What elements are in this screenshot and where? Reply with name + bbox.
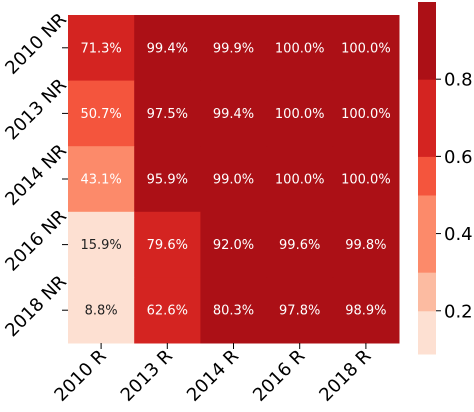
cell-value-label: 50.7% bbox=[80, 107, 121, 122]
heatmap-cell bbox=[266, 80, 334, 147]
heatmap-cell bbox=[68, 15, 135, 82]
row-label: 2016 NR bbox=[1, 206, 71, 276]
cell-value-label: 100.0% bbox=[341, 107, 391, 122]
colorbar-tick-label: 0.4 bbox=[444, 224, 473, 245]
row-label: 2010 NR bbox=[1, 9, 71, 79]
colorbar-segment bbox=[418, 310, 436, 355]
heatmap-cell bbox=[134, 211, 201, 278]
heatmap-cell bbox=[134, 146, 201, 213]
cell-value-label: 100.0% bbox=[275, 41, 325, 56]
heatmap-cell bbox=[266, 211, 334, 278]
cell-value-label: 97.5% bbox=[147, 107, 188, 122]
heatmap-cell bbox=[332, 146, 400, 213]
cell-value-label: 62.6% bbox=[147, 304, 188, 319]
colorbar-tick-label: 0.8 bbox=[444, 70, 473, 91]
colorbar-tick-labels: 0.2 0.4 0.6 0.8 bbox=[436, 70, 473, 322]
cell-value-label: 97.8% bbox=[279, 304, 320, 319]
heatmap-cell bbox=[200, 146, 268, 213]
cell-value-label: 95.9% bbox=[147, 173, 188, 188]
heatmap-cell bbox=[332, 80, 400, 147]
heatmap-cell bbox=[332, 211, 400, 278]
heatmap-cell bbox=[200, 211, 268, 278]
cell-value-label: 99.0% bbox=[213, 173, 254, 188]
row-label: 2014 NR bbox=[1, 140, 71, 210]
cell-value-label: 71.3% bbox=[80, 41, 121, 56]
cell-value-label: 99.4% bbox=[213, 107, 254, 122]
colorbar-segment bbox=[418, 194, 436, 273]
colorbar-segment bbox=[418, 2, 436, 80]
column-label: 2014 R bbox=[183, 346, 243, 406]
column-label: 2018 R bbox=[315, 346, 375, 406]
heatmap-cell bbox=[134, 277, 201, 344]
heatmap-cell bbox=[332, 277, 400, 344]
heatmap-cell bbox=[332, 15, 400, 82]
cell-value-label: 100.0% bbox=[275, 173, 325, 188]
colorbar-tick-label: 0.2 bbox=[444, 301, 473, 322]
cell-value-label: 80.3% bbox=[213, 304, 254, 319]
cell-value-label: 92.0% bbox=[213, 238, 254, 253]
cell-value-label: 100.0% bbox=[275, 107, 325, 122]
column-label: 2010 R bbox=[50, 346, 110, 406]
colorbar-segment bbox=[418, 156, 436, 196]
column-labels: 2010 R 2013 R 2014 R 2016 R 2018 R bbox=[50, 343, 375, 406]
cell-value-label: 99.6% bbox=[279, 238, 320, 253]
cell-value-label: 100.0% bbox=[341, 41, 391, 56]
colorbar-tick-label: 0.6 bbox=[444, 147, 473, 168]
cell-value-label: 15.9% bbox=[80, 238, 121, 253]
column-label: 2016 R bbox=[249, 346, 309, 406]
cell-value-label: 99.4% bbox=[147, 41, 188, 56]
heatmap-cell bbox=[266, 146, 334, 213]
cell-value-label: 99.8% bbox=[345, 238, 386, 253]
heatmap-cell bbox=[200, 15, 268, 82]
heatmap-cell bbox=[134, 80, 201, 147]
heatmap-cell bbox=[200, 277, 268, 344]
cell-value-label: 98.9% bbox=[345, 304, 386, 319]
heatmap-cell bbox=[134, 15, 201, 82]
heatmap-cell bbox=[68, 277, 135, 344]
heatmap-cell bbox=[266, 277, 334, 344]
heatmap-cell bbox=[266, 15, 334, 82]
row-label: 2013 NR bbox=[1, 75, 71, 145]
cell-value-label: 8.8% bbox=[85, 304, 118, 319]
heatmap-cell-labels: 71.3% 99.4% 99.9% 100.0% 100.0% 50.7% 97.5% 99.… bbox=[80, 41, 390, 318]
colorbar bbox=[418, 2, 436, 355]
colorbar-segment bbox=[418, 79, 436, 157]
cell-value-label: 99.9% bbox=[213, 41, 254, 56]
heatmap-cell bbox=[200, 80, 268, 147]
heatmap-cell bbox=[68, 211, 135, 278]
cell-value-label: 43.1% bbox=[80, 173, 121, 188]
colorbar-segment bbox=[418, 272, 436, 312]
heatmap-cells bbox=[68, 15, 400, 344]
heatmap-cell bbox=[68, 146, 135, 213]
row-label: 2018 NR bbox=[1, 271, 71, 341]
cell-value-label: 100.0% bbox=[341, 173, 391, 188]
cell-value-label: 79.6% bbox=[147, 238, 188, 253]
column-label: 2013 R bbox=[117, 346, 177, 406]
heatmap-cell bbox=[68, 80, 135, 147]
